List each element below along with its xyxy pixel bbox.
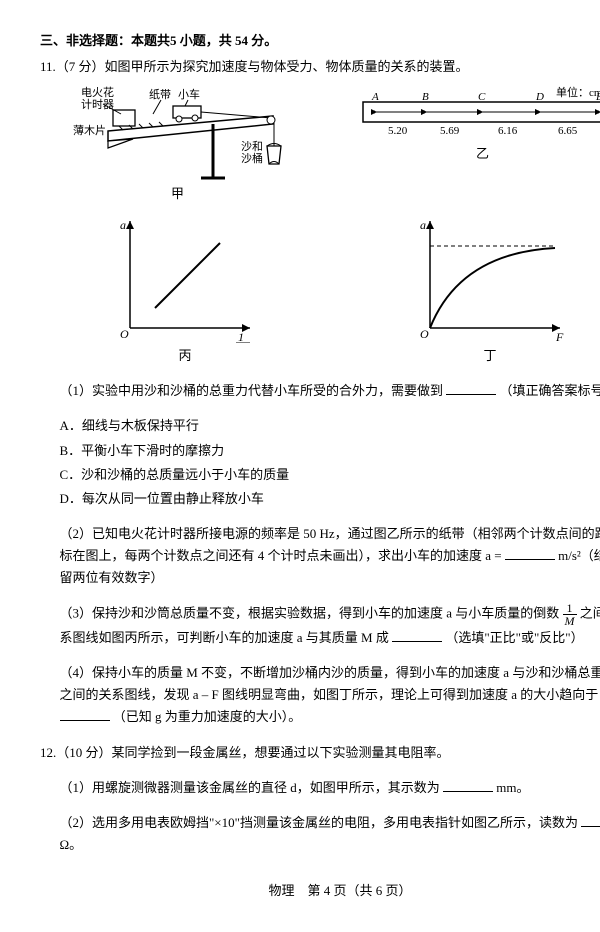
q12-p2: （2）选用多用电表欧姆挡"×10"挡测量该金属丝的电阻，多用电表指针如图乙所示，… — [60, 812, 600, 856]
graph-ding-svg: O a F — [410, 213, 570, 343]
caption-ding: 丁 — [483, 345, 496, 367]
blank-p4[interactable] — [60, 707, 110, 721]
page-footer: 物理 第 4 页（共 6 页） — [40, 880, 600, 902]
blank-p3[interactable] — [392, 628, 442, 642]
svg-text:C: C — [478, 91, 486, 103]
svg-text:5.69: 5.69 — [440, 125, 460, 137]
q12-stem: 12.（10 分）某同学捡到一段金属丝，想要通过以下实验测量其电阻率。 — [40, 742, 600, 764]
svg-text:a: a — [420, 218, 426, 232]
q11-p4-b: （已知 g 为重力加速度的大小）。 — [113, 709, 302, 724]
q11-p4: （4）保持小车的质量 M 不变，不断增加沙桶内沙的质量，得到小车的加速度 a 与… — [60, 662, 600, 728]
q12-p1: （1）用螺旋测微器测量该金属丝的直径 d，如图甲所示，其示数为 mm。 — [60, 777, 600, 799]
q11-figures-bottom: O a 1 M 丙 O a F 丁 — [40, 213, 600, 367]
blank-q12-2[interactable] — [581, 813, 600, 827]
blank-p2[interactable] — [505, 546, 555, 560]
label-spark: 电火花 — [81, 86, 114, 99]
svg-text:6.65: 6.65 — [558, 125, 578, 137]
svg-text:O: O — [420, 327, 429, 341]
label-spark2: 计时器 — [81, 98, 114, 111]
graph-bing-svg: O a 1 M — [110, 213, 260, 343]
opt-d: D．每次从同一位置由静止释放小车 — [60, 488, 600, 510]
svg-text:D: D — [535, 91, 544, 103]
apparatus-svg: 电火花 计时器 薄木片 纸带 小车 — [73, 86, 283, 181]
svg-text:F: F — [555, 330, 564, 343]
opt-a: A．细线与木板保持平行 — [60, 415, 600, 437]
label-sand1: 沙和 — [241, 140, 263, 153]
q11-p4-a: （4）保持小车的质量 M 不变，不断增加沙桶内沙的质量，得到小车的加速度 a 与… — [60, 665, 600, 702]
svg-text:5.20: 5.20 — [388, 125, 408, 137]
q12-body: （1）用螺旋测微器测量该金属丝的直径 d，如图甲所示，其示数为 mm。 （2）选… — [40, 777, 600, 856]
blank-p1[interactable] — [446, 381, 496, 395]
q11-figures-top: 电火花 计时器 薄木片 纸带 小车 — [40, 86, 600, 205]
q11-p3-c: （选填"正比"或"反比"） — [445, 630, 583, 645]
caption-bing: 丙 — [178, 345, 191, 367]
section-header: 三、非选择题：本题共5 小题，共 54 分。 — [40, 30, 600, 52]
footer-page: 第 4 页（共 6 页） — [308, 883, 412, 898]
svg-text:A: A — [371, 91, 379, 103]
fig-apparatus: 电火花 计时器 薄木片 纸带 小车 — [73, 86, 283, 205]
caption-jia: 甲 — [171, 183, 184, 205]
svg-text:E: E — [595, 91, 600, 103]
footer-subject: 物理 — [268, 883, 294, 898]
q11-p1: （1）实验中用沙和沙桶的总重力代替小车所受的合外力，需要做到 （填正确答案标号）… — [60, 380, 600, 402]
label-tape: 纸带 — [149, 88, 171, 101]
fig-bing: O a 1 M 丙 — [110, 213, 260, 367]
fig-tape: 单位：cm A B C D E — [358, 86, 600, 165]
q11-stem: 11.（7 分）如图甲所示为探究加速度与物体受力、物体质量的关系的装置。 — [40, 56, 600, 78]
q12-p1-b: mm。 — [496, 780, 529, 795]
opt-c: C．沙和沙桶的总质量远小于小车的质量 — [60, 464, 600, 486]
svg-text:O: O — [120, 327, 129, 341]
svg-text:a: a — [120, 218, 126, 232]
q11-p2: （2）已知电火花计时器所接电源的频率是 50 Hz，通过图乙所示的纸带（相邻两个… — [60, 523, 600, 589]
blank-q12-1[interactable] — [443, 778, 493, 792]
unit-label: 单位：cm — [556, 86, 600, 99]
svg-text:1: 1 — [238, 330, 244, 343]
caption-yi: 乙 — [476, 143, 489, 165]
q12-p2-a: （2）选用多用电表欧姆挡"×10"挡测量该金属丝的电阻，多用电表指针如图乙所示，… — [60, 815, 578, 830]
opt-b: B．平衡小车下滑时的摩擦力 — [60, 440, 600, 462]
q11-options: A．细线与木板保持平行 B．平衡小车下滑时的摩擦力 C．沙和沙桶的总质量远小于小… — [60, 415, 600, 509]
fig-ding: O a F 丁 — [410, 213, 570, 367]
svg-text:6.16: 6.16 — [498, 125, 518, 137]
q12-p1-a: （1）用螺旋测微器测量该金属丝的直径 d，如图甲所示，其示数为 — [60, 780, 440, 795]
label-thinwood: 薄木片 — [73, 123, 106, 137]
label-sand2: 沙桶 — [241, 151, 263, 165]
frac-1m: 1M — [563, 602, 577, 627]
label-cart: 小车 — [178, 87, 200, 101]
q11-p3-a: （3）保持沙和沙筒总质量不变，根据实验数据，得到小车的加速度 a 与小车质量的倒… — [60, 606, 560, 621]
q11-body: （1）实验中用沙和沙桶的总重力代替小车所受的合外力，需要做到 （填正确答案标号）… — [40, 380, 600, 728]
q12-p2-b: Ω。 — [60, 837, 83, 852]
svg-text:B: B — [422, 91, 429, 103]
q11-p1-a: （1）实验中用沙和沙桶的总重力代替小车所受的合外力，需要做到 — [60, 383, 444, 398]
q11-p1-b: （填正确答案标号）。 — [500, 383, 600, 398]
q11-p3: （3）保持沙和沙筒总质量不变，根据实验数据，得到小车的加速度 a 与小车质量的倒… — [60, 602, 600, 649]
tape-svg: 单位：cm A B C D E — [358, 86, 600, 141]
